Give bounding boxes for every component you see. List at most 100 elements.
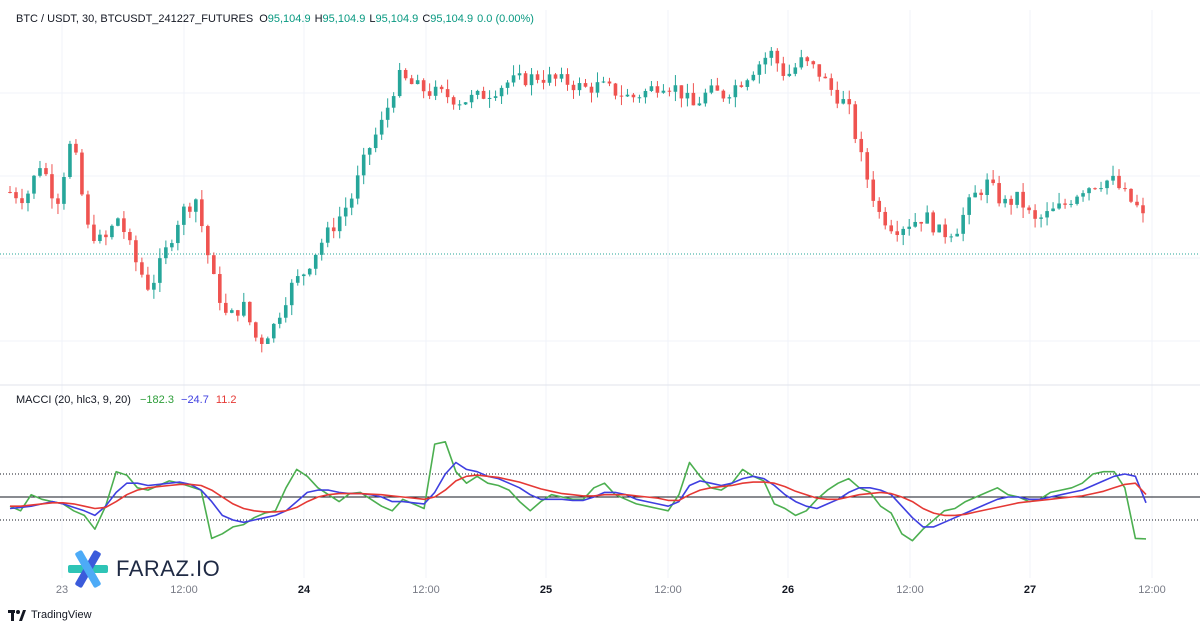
time-tick: 27 [1023, 584, 1037, 596]
candle-body [499, 87, 504, 97]
candle-body [775, 50, 780, 64]
candle-body [625, 94, 630, 97]
candle-body [331, 227, 336, 232]
candle-body [1063, 203, 1067, 205]
candle-body [475, 90, 480, 95]
time-tick: 23 [55, 584, 69, 596]
candle-body [1117, 175, 1121, 189]
candle-body [619, 95, 624, 97]
candle-body [685, 92, 690, 99]
tradingview-attribution[interactable]: TradingView [8, 609, 92, 621]
candle-body [158, 258, 162, 283]
candle-body [439, 86, 444, 90]
time-tick: 12:00 [170, 584, 198, 596]
candle-body [1069, 203, 1073, 205]
candle-body [583, 83, 588, 87]
candle-body [38, 168, 42, 176]
candle-body [853, 104, 858, 139]
candle-body [385, 107, 390, 120]
candle-body [703, 92, 708, 104]
candle-body [445, 89, 450, 98]
candle-body [547, 74, 552, 83]
candle-body [811, 61, 816, 65]
candle-body [913, 221, 918, 227]
candle-body [235, 310, 240, 316]
candle-body [865, 152, 870, 180]
candle-body [397, 69, 402, 97]
candle-body [200, 199, 204, 227]
candle-body [901, 228, 906, 235]
candle-body [931, 212, 935, 233]
indicator-levels [0, 473, 1200, 521]
candle-body [541, 79, 546, 83]
time-tick: 24 [297, 584, 311, 596]
candle-body [355, 175, 360, 199]
candle-body [1051, 208, 1055, 212]
candle-body [961, 214, 965, 234]
indicator-lines [9, 440, 1147, 542]
candle-body [1129, 188, 1133, 202]
candle-body [469, 94, 474, 103]
candle-body [877, 200, 882, 212]
candle-body [56, 198, 60, 204]
candle-body [421, 80, 426, 92]
candle-body [343, 207, 348, 217]
candle-body [68, 143, 72, 178]
candle-body [188, 206, 192, 212]
candle-body [32, 175, 36, 194]
candle-body [841, 99, 846, 104]
candle-body [128, 232, 132, 241]
candle-body [1135, 201, 1139, 206]
candle-body [1021, 191, 1025, 208]
open-value: 95,104.9 [267, 13, 311, 25]
candle-body [218, 274, 222, 303]
candle-body [224, 302, 228, 313]
candle-body [637, 97, 642, 99]
candle-body [835, 89, 840, 104]
candle-body [1081, 193, 1085, 197]
candle-body [667, 90, 672, 92]
candle-body [967, 197, 971, 215]
candle-body [1027, 207, 1031, 211]
candle-body [313, 254, 318, 269]
candle-body [715, 85, 720, 91]
candle-body [307, 268, 312, 275]
candle-body [793, 67, 798, 74]
candle-body [1141, 205, 1145, 214]
candle-body [463, 102, 468, 105]
candle-body [295, 276, 300, 283]
candle-body [655, 86, 660, 93]
candle-body [1039, 217, 1043, 219]
candle-body [367, 148, 372, 155]
candle-body [206, 226, 210, 256]
candle-body [1003, 198, 1007, 204]
candle-body [104, 234, 108, 238]
candle-body [116, 218, 120, 226]
candle-body [433, 86, 438, 96]
candle-body [691, 92, 696, 106]
candle-body [337, 216, 342, 232]
candle-body [985, 179, 989, 195]
candle-body [577, 83, 582, 91]
candle-body [230, 310, 234, 313]
time-tick: 25 [539, 584, 553, 596]
candle-body [122, 218, 126, 233]
candle-body [325, 227, 330, 243]
candle-body [1045, 211, 1049, 218]
candle-body [757, 64, 762, 75]
candle-body [493, 96, 498, 98]
candle-body [164, 247, 168, 259]
candle-body [265, 338, 270, 344]
candle-body [170, 243, 174, 248]
candle-body [481, 90, 486, 99]
faraz-logo: FARAZ.IO [66, 548, 220, 590]
candle-body [259, 337, 264, 344]
candle-body [769, 50, 774, 58]
candle-body [751, 74, 756, 81]
candle-body [140, 262, 144, 275]
candle-body [739, 85, 744, 87]
candle-body [212, 255, 216, 275]
price-grid [0, 10, 1200, 578]
candle-body [805, 57, 810, 62]
